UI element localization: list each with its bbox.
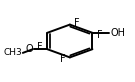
- Text: F: F: [60, 54, 65, 64]
- Text: F: F: [97, 30, 103, 40]
- Text: F: F: [37, 42, 43, 52]
- Text: CH3: CH3: [3, 48, 22, 57]
- Text: OH: OH: [110, 28, 125, 38]
- Text: F: F: [74, 18, 80, 28]
- Text: O: O: [26, 44, 33, 54]
